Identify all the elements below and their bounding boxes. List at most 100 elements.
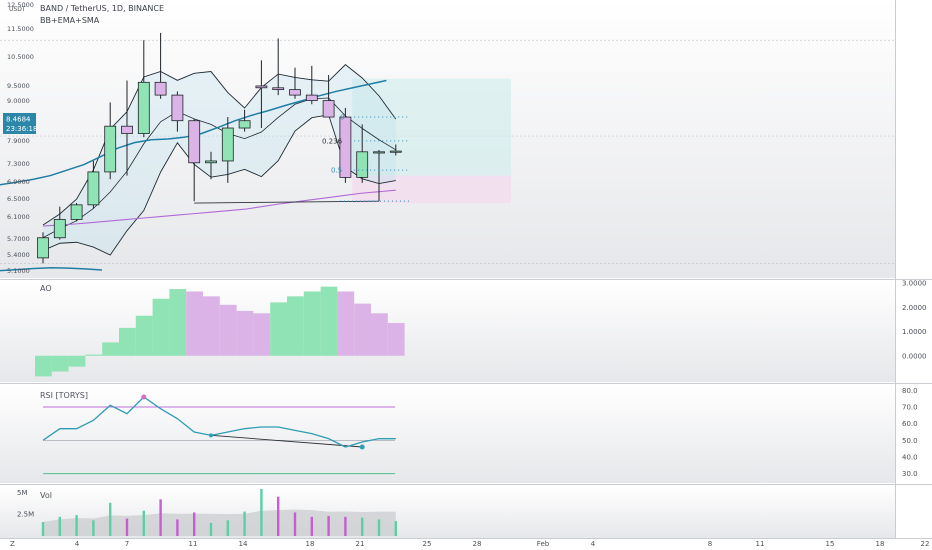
price-badge-countdown: 23:36:18 [6,125,37,133]
time-axis-tick-label: 15 [826,540,835,548]
ao-bar [169,289,187,356]
fib-level-label: 0.5 [331,167,342,175]
ao-axis-tick-label: 2.0000 [902,304,927,312]
rsi-axis-tick-label: 70.0 [902,404,918,412]
ao-bar [371,313,388,356]
rsi-pane-background [0,385,895,483]
candle-down [305,94,318,101]
price-axis-tick-label: 6.5000 [7,195,30,203]
time-axis-tick-label: 22 [921,540,930,548]
time-axis-tick-label: 21 [356,540,365,548]
bb-fill [43,64,396,256]
rsi-axis-tick-label: 40.0 [902,454,918,462]
axes-layer: 12.5000 11.5000 10.5000 9.5000 9.0000 7.9000 7… [7,1,929,548]
chart-title: BAND / TetherUS, 1D, BINANCE [40,4,164,13]
bb-upper-line [42,64,397,226]
ao-layer [35,286,405,377]
volume-bar [142,510,145,536]
time-axis-tick-label: 11 [756,540,765,548]
candle-down [121,125,133,134]
ao-bar [387,323,405,356]
time-axis-tick-label: 14 [239,540,248,548]
vol-pane-label: Vol [40,491,52,500]
volume-bar [109,502,112,536]
volume-bar [193,512,196,536]
rsi-axis-tick-label: 30.0 [902,470,918,478]
time-axis-tick-label: 8 [708,540,712,548]
ao-bar [270,302,287,356]
volume-bar [293,512,297,536]
price-axis-tick-label: 6.1000 [7,213,30,221]
sma-line [42,189,396,227]
volume-bar [344,516,347,536]
rsi-peak-marker [141,394,147,400]
volume-bar [394,521,397,536]
ao-axis-tick-label: 0.0000 [902,352,927,360]
time-axis-tick-label: 7 [125,540,129,548]
price-axis-tick-label: 12.5000 [7,1,34,9]
volume-ma-area [43,509,396,536]
time-axis-tick-label: 4 [75,540,80,548]
volume-bar [377,519,381,536]
rsi-line [42,396,396,448]
vol-layer [41,488,397,536]
candle-down [188,120,201,164]
candle-down [289,89,301,96]
volume-bar [75,515,78,536]
ao-bar [303,291,321,356]
price-axis-tick-label: 7.9000 [7,137,30,145]
time-axis-tick-label: Feb [537,540,550,548]
candle-up [221,127,234,162]
candle-down [255,85,268,89]
price-axis-tick-label: 11.5000 [7,25,34,33]
candle-up [356,151,369,178]
bb-basis-line [42,97,397,239]
price-axis-tick-label: 5.4000 [7,251,30,259]
ao-bar [119,327,136,356]
ao-bar [135,315,153,356]
ao-bar [236,310,254,356]
time-axis-tick-label: 28 [473,540,482,548]
volume-bar [327,515,330,536]
volume-bar [226,520,229,536]
price-axis-tick-label: 9.0000 [7,97,30,105]
price-badge-value: 8.4684 [6,116,31,124]
ao-bar [320,286,338,356]
price-layer: 0 0.236 0.5 [0,32,895,272]
indicator-legend: BB+EMA+SMA [40,16,100,25]
ao-bar [35,355,52,377]
volume-bar [209,522,213,536]
rsi-pane-label: RSI [TORYS] [40,391,88,400]
current-price-badge: 8.4684 23:36:18 [3,113,37,134]
ao-bar [51,355,69,372]
rsi-layer [42,394,396,475]
candle-down [154,81,167,96]
price-axis-tick-label: 9.5000 [7,82,30,90]
fib-level-label: 0.236 [322,137,343,145]
ao-pane-label: AO [40,284,52,293]
candle-up [70,204,83,220]
ao-axis-tick-label: 3.0000 [902,280,927,288]
ao-bar [102,342,119,356]
time-axis-tick-label: 18 [876,540,885,548]
ao-bar [68,355,86,367]
candle-up [205,160,217,164]
candle-down [171,94,184,122]
rsi-trough-marker [359,444,365,450]
candle-down [272,87,285,91]
volume-bar [176,519,179,536]
candle-down [339,116,352,178]
volume-bar [277,496,280,536]
volume-bar [243,511,246,536]
price-axis-tick-label: 6.9000 [7,178,30,186]
timezone-button[interactable]: Z [10,540,15,548]
ema-slow-line [0,267,103,272]
rsi-axis-tick-label: 80.0 [902,387,918,395]
volume-bar [58,516,61,536]
candle-up [87,171,100,206]
volume-bar [159,499,162,536]
ao-bar [287,296,304,356]
ao-bar [337,291,355,356]
time-axis-tick-label: 18 [306,540,315,548]
